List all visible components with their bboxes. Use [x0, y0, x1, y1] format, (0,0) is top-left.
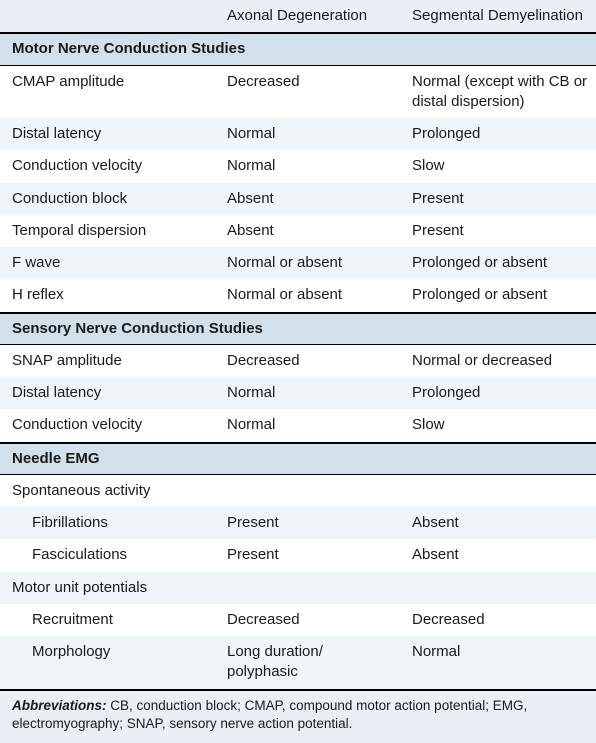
table-row: Conduction velocityNormalSlow: [0, 150, 596, 182]
param-cell: Conduction block: [0, 183, 215, 215]
value-cell-b: Decreased: [400, 604, 596, 636]
value-cell-b: Normal (except with CB or distal dispers…: [400, 65, 596, 118]
value-cell-a: Long duration/ polyphasic: [215, 636, 400, 690]
value-cell-a: Present: [215, 539, 400, 571]
value-cell-a: Normal or absent: [215, 247, 400, 279]
table-row: RecruitmentDecreasedDecreased: [0, 604, 596, 636]
value-cell-b: Normal or decreased: [400, 344, 596, 377]
value-cell-b: [400, 572, 596, 604]
value-cell-a: Normal or absent: [215, 279, 400, 312]
section-row: Motor Nerve Conduction Studies: [0, 33, 596, 65]
header-row: Axonal Degeneration Segmental Demyelinat…: [0, 0, 596, 33]
section-title: Motor Nerve Conduction Studies: [0, 33, 596, 65]
section-title: Sensory Nerve Conduction Studies: [0, 313, 596, 345]
table-row: SNAP amplitudeDecreasedNormal or decreas…: [0, 344, 596, 377]
value-cell-a: Normal: [215, 118, 400, 150]
value-cell-b: Slow: [400, 150, 596, 182]
param-cell: Fibrillations: [0, 507, 215, 539]
table-row: CMAP amplitudeDecreasedNormal (except wi…: [0, 65, 596, 118]
section-title: Needle EMG: [0, 443, 596, 475]
table-row: F waveNormal or absentProlonged or absen…: [0, 247, 596, 279]
header-col-a: Axonal Degeneration: [215, 0, 400, 33]
value-cell-b: Prolonged: [400, 118, 596, 150]
value-cell-b: Present: [400, 183, 596, 215]
value-cell-a: Decreased: [215, 344, 400, 377]
value-cell-b: Absent: [400, 507, 596, 539]
value-cell-a: Normal: [215, 409, 400, 442]
value-cell-a: Present: [215, 507, 400, 539]
header-col-b: Segmental Demyelination: [400, 0, 596, 33]
param-cell: Temporal dispersion: [0, 215, 215, 247]
group-row: Spontaneous activity: [0, 474, 596, 507]
value-cell-a: Normal: [215, 377, 400, 409]
value-cell-b: Prolonged or absent: [400, 247, 596, 279]
footnote: Abbreviations: CB, conduction block; CMA…: [0, 691, 596, 743]
comparison-table: Axonal Degeneration Segmental Demyelinat…: [0, 0, 596, 691]
param-cell: CMAP amplitude: [0, 65, 215, 118]
section-row: Sensory Nerve Conduction Studies: [0, 313, 596, 345]
param-cell: F wave: [0, 247, 215, 279]
value-cell-b: Present: [400, 215, 596, 247]
group-label: Spontaneous activity: [0, 474, 215, 507]
param-cell: Distal latency: [0, 377, 215, 409]
table-row: MorphologyLong duration/ polyphasicNorma…: [0, 636, 596, 690]
table-body: Axonal Degeneration Segmental Demyelinat…: [0, 0, 596, 690]
table-row: Temporal dispersionAbsentPresent: [0, 215, 596, 247]
value-cell-b: Absent: [400, 539, 596, 571]
group-row: Motor unit potentials: [0, 572, 596, 604]
param-cell: Distal latency: [0, 118, 215, 150]
footnote-label: Abbreviations:: [12, 698, 107, 713]
table-row: Distal latencyNormalProlonged: [0, 377, 596, 409]
table-row: FibrillationsPresentAbsent: [0, 507, 596, 539]
param-cell: H reflex: [0, 279, 215, 312]
table-row: FasciculationsPresentAbsent: [0, 539, 596, 571]
param-cell: Fasciculations: [0, 539, 215, 571]
table-row: Distal latencyNormalProlonged: [0, 118, 596, 150]
value-cell-a: Absent: [215, 183, 400, 215]
value-cell-a: [215, 474, 400, 507]
param-cell: Conduction velocity: [0, 150, 215, 182]
value-cell-b: [400, 474, 596, 507]
value-cell-a: Normal: [215, 150, 400, 182]
table-row: H reflexNormal or absentProlonged or abs…: [0, 279, 596, 312]
value-cell-a: Decreased: [215, 65, 400, 118]
value-cell-b: Normal: [400, 636, 596, 690]
header-blank: [0, 0, 215, 33]
value-cell-a: Decreased: [215, 604, 400, 636]
param-cell: Conduction velocity: [0, 409, 215, 442]
param-cell: Morphology: [0, 636, 215, 690]
value-cell-b: Slow: [400, 409, 596, 442]
value-cell-b: Prolonged or absent: [400, 279, 596, 312]
value-cell-b: Prolonged: [400, 377, 596, 409]
table-row: Conduction velocityNormalSlow: [0, 409, 596, 442]
param-cell: Recruitment: [0, 604, 215, 636]
param-cell: SNAP amplitude: [0, 344, 215, 377]
section-row: Needle EMG: [0, 443, 596, 475]
value-cell-a: Absent: [215, 215, 400, 247]
table-row: Conduction blockAbsentPresent: [0, 183, 596, 215]
group-label: Motor unit potentials: [0, 572, 215, 604]
value-cell-a: [215, 572, 400, 604]
